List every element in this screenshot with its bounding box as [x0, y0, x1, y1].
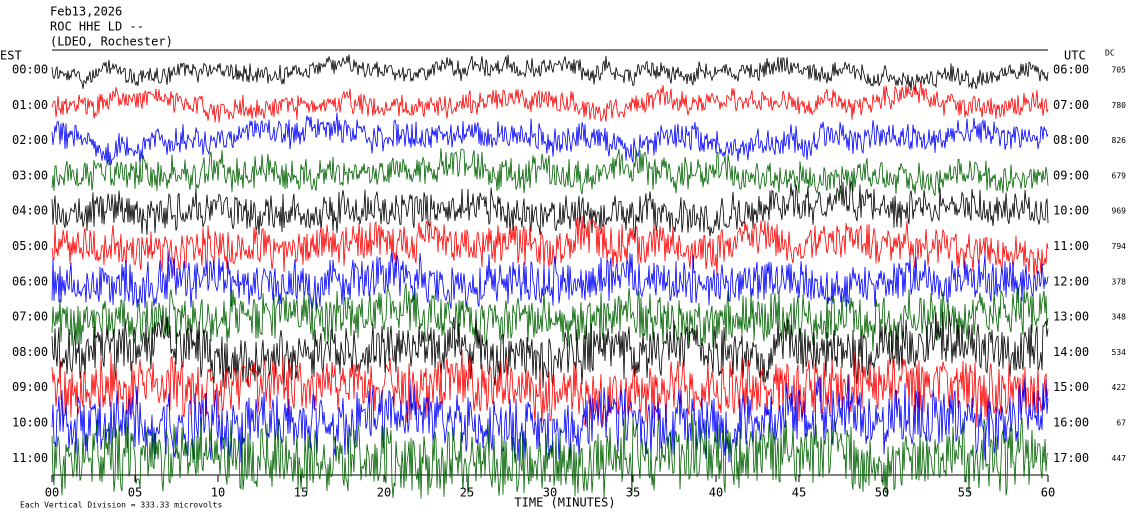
x-tick-label: 20	[377, 486, 391, 500]
trace	[51, 216, 1049, 280]
est-label: 04:00	[12, 204, 48, 218]
dc-value: 969	[1112, 207, 1127, 216]
est-label: 02:00	[12, 133, 48, 147]
est-label: 03:00	[12, 168, 48, 182]
trace	[51, 310, 1049, 389]
trace	[51, 374, 1049, 463]
dc-value: 378	[1112, 277, 1127, 286]
x-axis-title: TIME (MINUTES)	[514, 496, 615, 510]
x-tick-label: 40	[709, 486, 723, 500]
est-label: 07:00	[12, 310, 48, 324]
utc-label: 12:00	[1053, 274, 1089, 288]
trace	[51, 251, 1049, 312]
dc-value: 534	[1112, 348, 1127, 357]
est-label: 09:00	[12, 380, 48, 394]
x-tick-label: 50	[875, 486, 889, 500]
trace	[51, 282, 1049, 353]
trace	[51, 81, 1049, 123]
utc-label: 10:00	[1053, 204, 1089, 218]
est-label: 01:00	[12, 98, 48, 112]
utc-label: 09:00	[1053, 168, 1089, 182]
dc-title: DC	[1105, 49, 1115, 58]
x-tick-label: 55	[958, 486, 972, 500]
est-label: 05:00	[12, 239, 48, 253]
dc-value: 780	[1112, 101, 1127, 110]
dc-value: 679	[1112, 171, 1127, 180]
date: Feb13,2026	[50, 5, 122, 19]
footer: Each Vertical Division = 333.33 microvol…	[20, 501, 222, 510]
x-tick-label: 10	[211, 486, 225, 500]
x-tick-label: 25	[460, 486, 474, 500]
utc-label: 14:00	[1053, 345, 1089, 359]
utc-label: 15:00	[1053, 380, 1089, 394]
utc-label: 13:00	[1053, 310, 1089, 324]
utc-label: 08:00	[1053, 133, 1089, 147]
trace	[51, 112, 1049, 166]
dc-value: 447	[1112, 454, 1127, 463]
trace	[51, 54, 1049, 92]
utc-label: 16:00	[1053, 416, 1089, 430]
location: (LDEO, Rochester)	[50, 35, 173, 49]
dc-value: 67	[1116, 419, 1126, 428]
est-label: 10:00	[12, 416, 48, 430]
est-label: 11:00	[12, 451, 48, 465]
dc-value: 348	[1112, 313, 1127, 322]
x-tick-label: 30	[543, 486, 557, 500]
left-axis-title: EST	[0, 49, 22, 63]
dc-value: 422	[1112, 383, 1127, 392]
dc-value: 794	[1112, 242, 1127, 251]
est-label: 00:00	[12, 63, 48, 77]
trace	[51, 349, 1049, 428]
x-tick-label: 35	[626, 486, 640, 500]
dc-value: 705	[1112, 66, 1127, 75]
x-tick-label: 15	[294, 486, 308, 500]
est-label: 06:00	[12, 274, 48, 288]
trace	[51, 180, 1049, 238]
trace	[51, 148, 1049, 196]
x-tick-label: 60	[1041, 486, 1055, 500]
x-tick-label: 45	[792, 486, 806, 500]
utc-label: 17:00	[1053, 451, 1089, 465]
traces	[51, 54, 1049, 499]
utc-label: 11:00	[1053, 239, 1089, 253]
x-tick-label: 05	[128, 486, 142, 500]
utc-label: 06:00	[1053, 63, 1089, 77]
x-tick-label: 00	[45, 486, 59, 500]
est-label: 08:00	[12, 345, 48, 359]
dc-value: 826	[1112, 136, 1127, 145]
utc-label: 07:00	[1053, 98, 1089, 112]
right-axis-title: UTC	[1064, 49, 1086, 63]
station: ROC HHE LD --	[50, 20, 144, 34]
